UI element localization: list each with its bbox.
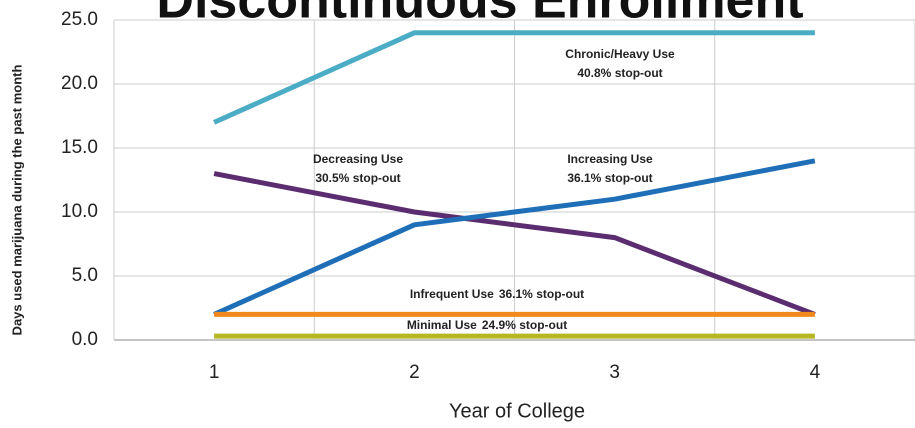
series-name: Decreasing Use <box>313 152 403 166</box>
series-note: 40.8% stop-out <box>577 66 662 80</box>
series-line <box>213 171 816 317</box>
y-axis-label: Days used marijuana during the past mont… <box>9 65 24 336</box>
x-tick-label: 2 <box>409 362 420 383</box>
y-tick-label: 0.0 <box>72 329 98 350</box>
series-annotation: Infrequent Use 36.1% stop-out <box>410 287 584 301</box>
series-name: Infrequent Use <box>410 287 494 301</box>
y-tick-label: 25.0 <box>61 9 98 30</box>
series-name: Chronic/Heavy Use <box>565 47 675 61</box>
x-tick-label: 4 <box>810 362 821 383</box>
series-note: 36.1% stop-out <box>499 287 584 301</box>
x-tick-label: 3 <box>609 362 620 383</box>
x-axis-label: Year of College <box>449 400 585 422</box>
y-tick-label: 20.0 <box>61 73 98 94</box>
series-note: 36.1% stop-out <box>567 171 652 185</box>
y-tick-label: 10.0 <box>61 201 98 222</box>
series-line <box>213 158 816 317</box>
y-tick-label: 15.0 <box>61 137 98 158</box>
y-tick-label: 5.0 <box>72 265 98 286</box>
series-name: Increasing Use <box>567 152 653 166</box>
series-note: 30.5% stop-out <box>315 171 400 185</box>
series-annotation: Minimal Use 24.9% stop-out <box>407 318 567 332</box>
x-tick-label: 1 <box>209 362 220 383</box>
series-name: Minimal Use <box>407 318 477 332</box>
series-note: 24.9% stop-out <box>482 318 567 332</box>
chart-title: Discontinuous Enrollment <box>156 0 803 30</box>
series-line <box>213 30 815 125</box>
